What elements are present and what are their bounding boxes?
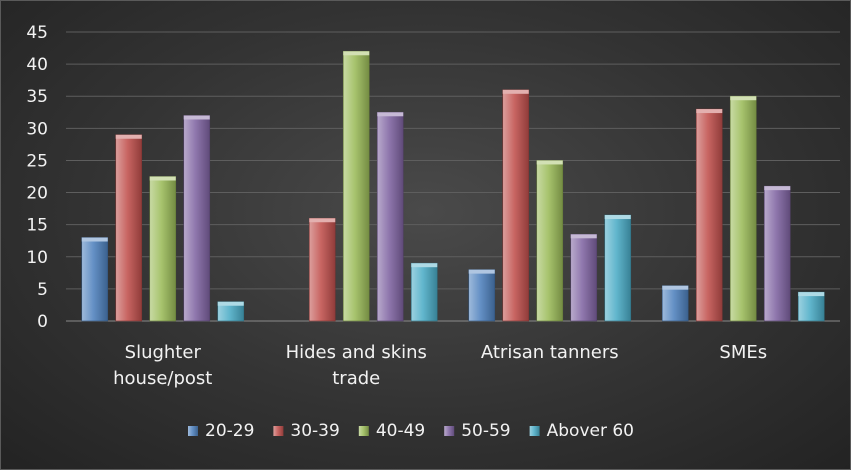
bar-top-highlight <box>604 215 631 220</box>
y-tick-label: 35 <box>26 87 48 107</box>
legend-swatch <box>444 426 455 436</box>
legend-swatch <box>358 426 369 436</box>
bar-40-49 <box>149 176 177 322</box>
bar-top-highlight <box>730 96 757 101</box>
y-tick-label: 25 <box>26 151 48 171</box>
bar-top-highlight <box>798 292 825 297</box>
bar-30-39 <box>308 217 336 322</box>
y-tick-label: 10 <box>26 248 48 268</box>
bar-30-39 <box>502 89 530 322</box>
bar-top-highlight <box>309 218 336 223</box>
legend-label: 20-29 <box>205 421 254 441</box>
bar-20-29 <box>81 237 109 322</box>
legend-label: Abover 60 <box>547 421 634 441</box>
x-category-label: Hides and skins trade <box>286 342 427 389</box>
bar-50-59 <box>183 115 211 322</box>
legend-swatch <box>529 426 540 436</box>
bar-top-highlight <box>570 234 597 239</box>
legend-swatch <box>188 426 198 436</box>
bar-top-highlight <box>536 160 563 165</box>
bar-top-highlight <box>502 89 529 94</box>
legend-label: 50-59 <box>461 421 510 441</box>
bar-top-highlight <box>115 134 142 139</box>
legend-swatch <box>273 426 284 436</box>
bar-20-29 <box>661 285 689 322</box>
bar-50-59 <box>763 185 791 322</box>
y-tick-label: 40 <box>26 55 48 75</box>
bar-abover-60 <box>797 291 825 322</box>
y-tick-label: 20 <box>26 184 48 204</box>
y-tick-label: 0 <box>37 312 48 332</box>
bar-top-highlight <box>183 115 210 120</box>
x-category-label: Slughter house/post <box>113 342 212 389</box>
bar-50-59 <box>570 234 598 322</box>
bar-top-highlight <box>377 112 404 117</box>
y-tick-label: 5 <box>37 280 48 300</box>
bar-abover-60 <box>604 214 632 322</box>
legend-label: 30-39 <box>290 421 339 441</box>
bar-top-highlight <box>217 301 244 306</box>
bar-40-49 <box>342 50 370 322</box>
bar-top-highlight <box>149 176 176 181</box>
bar-40-49 <box>536 160 564 322</box>
bar-top-highlight <box>764 186 791 191</box>
x-category-label: Atrisan tanners <box>481 342 619 363</box>
y-tick-label: 30 <box>26 119 48 139</box>
x-category-label: SMEs <box>719 342 767 363</box>
bar-top-highlight <box>662 285 689 290</box>
bar-20-29 <box>468 269 496 322</box>
bar-top-highlight <box>696 109 723 114</box>
bar-30-39 <box>115 134 143 322</box>
bar-top-highlight <box>343 51 370 56</box>
y-tick-label: 15 <box>26 216 48 236</box>
bar-40-49 <box>729 95 757 322</box>
bar-top-highlight <box>411 263 438 268</box>
bar-top-highlight <box>81 237 108 242</box>
bar-30-39 <box>695 108 723 322</box>
y-tick-label: 45 <box>26 23 48 43</box>
legend-label: 40-49 <box>376 421 425 441</box>
bar-top-highlight <box>468 269 495 274</box>
bar-50-59 <box>376 111 404 322</box>
bar-abover-60 <box>410 262 438 322</box>
